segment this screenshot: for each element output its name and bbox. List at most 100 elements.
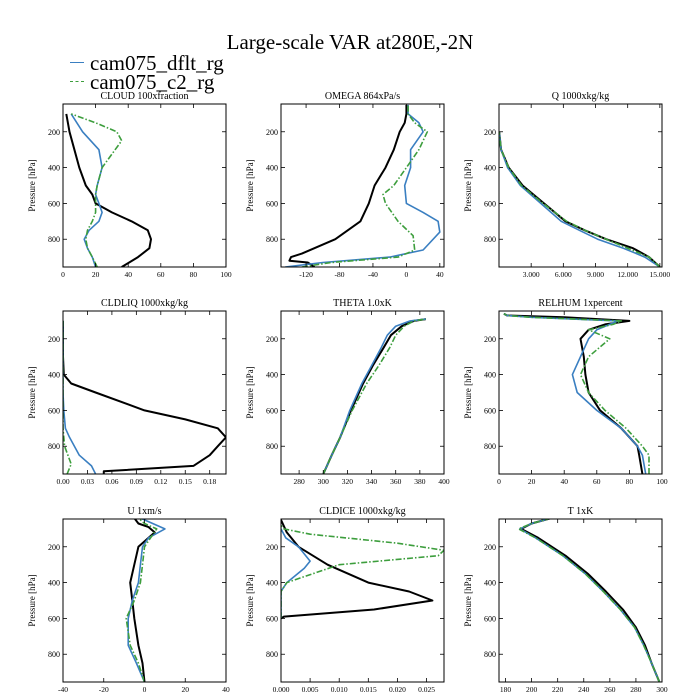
panel-frame <box>498 103 663 268</box>
panel-title: CLDICE 1000xkg/kg <box>319 506 405 517</box>
x-tick-label: 280 <box>293 477 305 486</box>
x-tick-label: 20 <box>528 477 536 486</box>
y-axis-label: Pressure [hPa] <box>27 366 37 418</box>
panel-title: U 1xm/s <box>127 506 161 517</box>
x-tick-label: 0.06 <box>105 477 118 486</box>
y-tick-label: 600 <box>484 406 496 415</box>
figure-title: Large-scale VAR at280E,-2N <box>226 30 474 54</box>
panel-title: T 1xK <box>568 506 594 517</box>
panel-title: THETA 1.0xK <box>333 298 392 309</box>
x-tick-label: 40 <box>436 270 444 279</box>
y-tick-label: 600 <box>484 199 496 208</box>
panel-frame <box>62 103 227 268</box>
x-tick-label: 80 <box>626 477 634 486</box>
x-tick-label: 6.000 <box>555 270 572 279</box>
x-tick-label: 0 <box>143 685 147 694</box>
panel-title: OMEGA 864xPa/s <box>325 91 400 102</box>
series-line-reference <box>503 312 644 474</box>
panel-frame <box>498 518 663 683</box>
x-tick-label: 0 <box>61 270 65 279</box>
x-tick-label: 320 <box>342 477 354 486</box>
panel-title: Q 1000xkg/kg <box>552 91 610 102</box>
chart-panel: CLDLIQ 1000xkg/kg Pressure [hPa] 200 400 600… <box>27 298 227 486</box>
y-tick-label: 400 <box>484 164 496 173</box>
x-tick-label: 12.000 <box>617 270 638 279</box>
legend-label-c2: cam075_c2_rg <box>90 70 215 94</box>
chart-panel: CLOUD 100xfraction Pressure [hPa] 200 400 60… <box>27 91 232 279</box>
y-tick-label: 800 <box>266 442 278 451</box>
x-tick-label: 300 <box>656 685 668 694</box>
series-line-cam075-dflt-rg <box>519 519 661 682</box>
y-axis-label: Pressure [hPa] <box>27 159 37 211</box>
x-tick-label: 0.010 <box>331 685 348 694</box>
series-line-cam075-dflt-rg <box>322 318 426 474</box>
x-tick-label: 60 <box>593 477 601 486</box>
y-axis-label: Pressure [hPa] <box>245 159 255 211</box>
x-tick-label: 15.000 <box>650 270 671 279</box>
panel-frame <box>62 310 227 475</box>
series-line-reference <box>288 104 408 267</box>
series-line-cam075-dflt-rg <box>285 104 441 267</box>
series-line-reference <box>129 519 156 682</box>
x-tick-label: 0.000 <box>273 685 290 694</box>
series-line-reference <box>322 318 427 474</box>
x-tick-label: 0.15 <box>179 477 192 486</box>
series-line-cam075-dflt-rg <box>503 313 647 474</box>
x-tick-label: 40 <box>560 477 568 486</box>
panel-title: RELHUM 1xpercent <box>538 298 622 309</box>
y-tick-label: 600 <box>48 199 60 208</box>
series-group <box>499 131 661 267</box>
legend-item: cam075_dflt_rg <box>70 53 224 74</box>
series-line-cam075-c2-rg <box>499 131 661 267</box>
series-line-cam075-c2-rg <box>503 313 650 474</box>
y-tick-label: 400 <box>484 579 496 588</box>
x-tick-label: 240 <box>578 685 590 694</box>
y-axis-label: Pressure [hPa] <box>27 574 37 626</box>
y-tick-label: 400 <box>266 371 278 380</box>
chart-panel: THETA 1.0xK Pressure [hPa] 200 400 600 800 280… <box>245 298 450 486</box>
series-group <box>125 519 166 682</box>
x-tick-label: 0.03 <box>81 477 94 486</box>
x-tick-label: 200 <box>526 685 538 694</box>
x-tick-label: 20 <box>182 685 190 694</box>
series-line-cam075-c2-rg <box>301 104 429 267</box>
series-line-cam075-c2-rg <box>517 519 661 682</box>
x-tick-label: -80 <box>335 270 345 279</box>
legend-swatch-dflt <box>70 61 84 63</box>
x-tick-label: 100 <box>220 270 232 279</box>
panel-title: CLOUD 100xfraction <box>100 91 188 102</box>
series-line-cam075-c2-rg <box>322 318 427 474</box>
y-axis-label: Pressure [hPa] <box>245 574 255 626</box>
series-group <box>503 312 650 474</box>
panel-frame <box>280 103 445 268</box>
y-tick-label: 200 <box>266 335 278 344</box>
panel-title: CLDLIQ 1000xkg/kg <box>101 298 188 309</box>
chart-panel: U 1xm/s Pressure [hPa] 200 400 600 800 -40 -20 0… <box>27 506 230 694</box>
x-tick-label: -20 <box>99 685 109 694</box>
x-tick-label: 0.025 <box>418 685 435 694</box>
x-tick-label: 40 <box>222 685 230 694</box>
y-axis-label: Pressure [hPa] <box>245 366 255 418</box>
y-tick-label: 600 <box>266 199 278 208</box>
panel-frame <box>280 310 445 475</box>
y-tick-label: 200 <box>48 128 60 137</box>
y-tick-label: 800 <box>484 650 496 659</box>
y-tick-label: 600 <box>266 614 278 623</box>
series-group <box>65 113 152 267</box>
series-line-cam075-c2-rg <box>281 524 444 619</box>
series-line-cam075-dflt-rg <box>63 320 97 474</box>
x-tick-label: 300 <box>318 477 330 486</box>
y-tick-label: 600 <box>484 614 496 623</box>
chart-panel: T 1xK Pressure [hPa] 200 400 600 800 180 200 220… <box>463 506 668 694</box>
legend: cam075_dflt_rg cam075_c2_rg <box>70 53 224 94</box>
y-axis-label: Pressure [hPa] <box>463 366 473 418</box>
series-line-reference <box>65 113 152 267</box>
y-axis-label: Pressure [hPa] <box>463 159 473 211</box>
y-tick-label: 400 <box>48 164 60 173</box>
series-line-reference <box>281 519 434 620</box>
series-group <box>281 519 444 620</box>
series-line-cam075-dflt-rg <box>127 519 166 682</box>
